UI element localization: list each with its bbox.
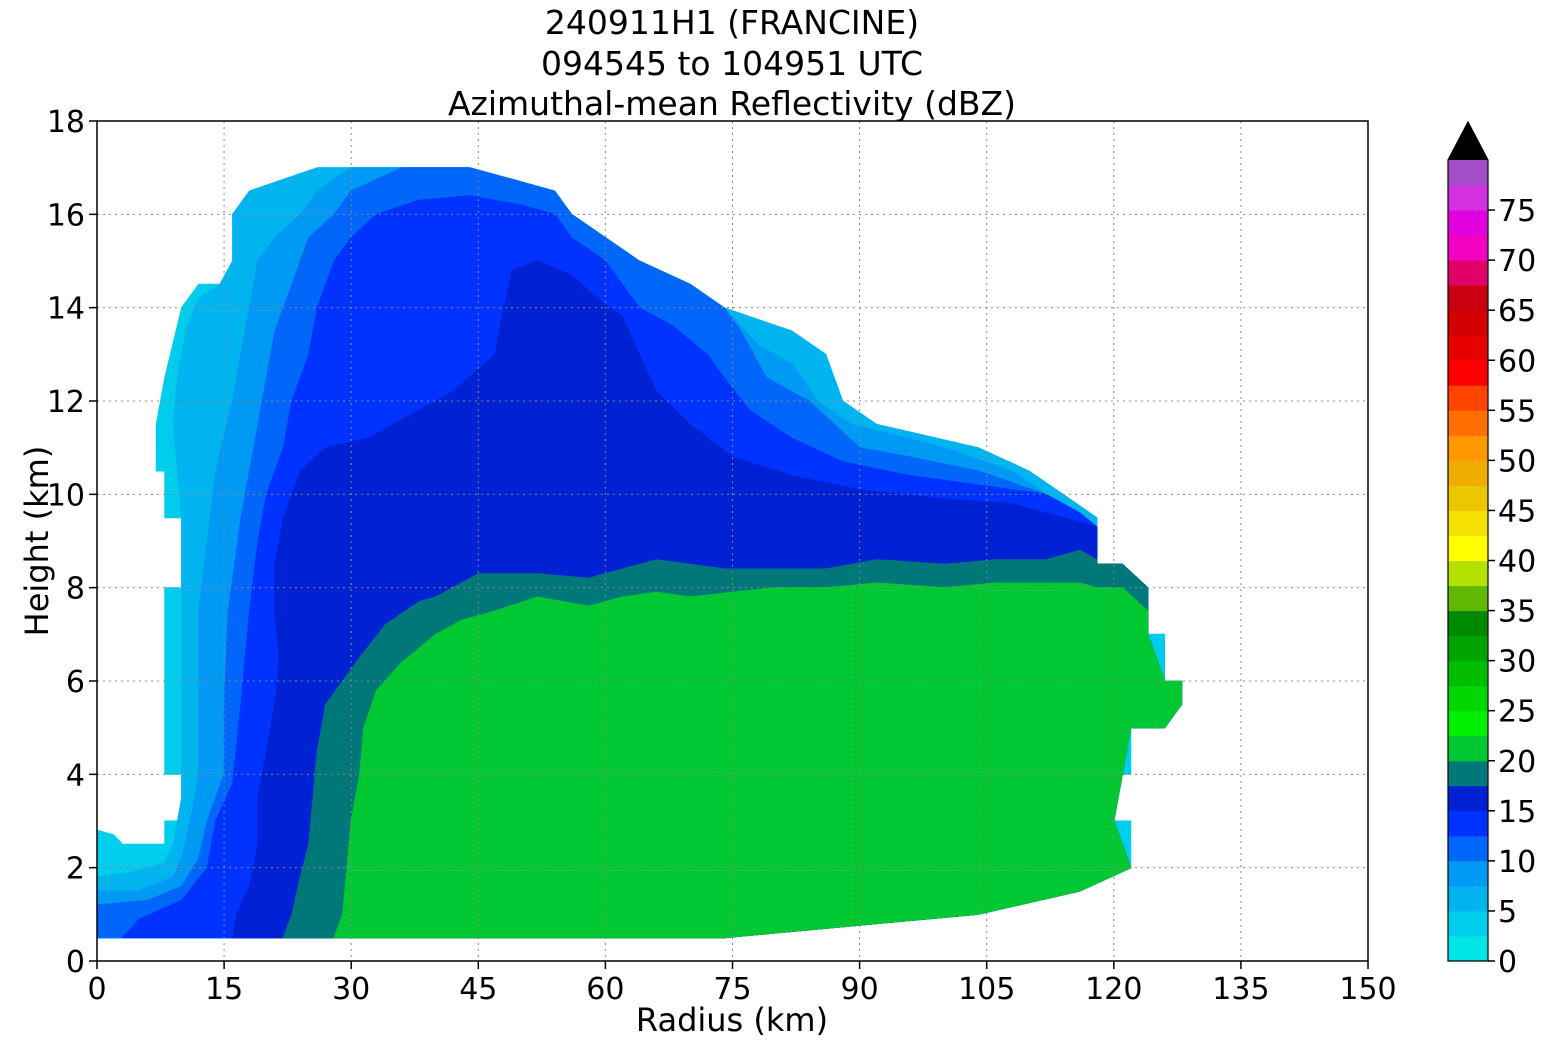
colorbar-swatch-17 (1448, 510, 1488, 536)
colorbar-swatch-20 (1448, 435, 1488, 461)
colorbar-tick-label-15: 75 (1498, 194, 1536, 229)
y-tick-label-0: 0 (66, 945, 85, 980)
title-line-3: Azimuthal-mean Reflectivity (dBZ) (448, 84, 1016, 123)
title-line-1: 240911H1 (FRANCINE) (545, 3, 919, 42)
colorbar-tick-label-1: 5 (1498, 895, 1517, 930)
x-tick-label-1: 15 (205, 972, 243, 1007)
x-tick-label-3: 45 (459, 972, 497, 1007)
colorbar-tick-label-13: 65 (1498, 294, 1536, 329)
colorbar-swatch-26 (1448, 285, 1488, 311)
x-tick-label-9: 135 (1212, 972, 1269, 1007)
plot-area (97, 121, 1368, 961)
colorbar-tick-label-0: 0 (1498, 945, 1517, 980)
y-tick-label-1: 2 (66, 852, 85, 887)
colorbar-tick-label-9: 45 (1498, 494, 1536, 529)
y-tick-label-7: 14 (47, 292, 85, 327)
colorbar-swatch-30 (1448, 185, 1488, 211)
colorbar-swatch-14 (1448, 585, 1488, 612)
colorbar-tick-label-12: 60 (1498, 344, 1536, 379)
colorbar-swatch-16 (1448, 535, 1488, 561)
colorbar-swatch-25 (1448, 310, 1488, 336)
colorbar-swatch-7 (1448, 760, 1488, 787)
colorbar-swatch-11 (1448, 660, 1488, 687)
colorbar-outline (1447, 120, 1489, 962)
y-tick-label-8: 16 (47, 198, 85, 233)
y-tick-label-9: 18 (47, 105, 85, 140)
x-tick-label-0: 0 (87, 972, 106, 1007)
y-axis: 0 2 4 6 8 10 12 14 16 18 (47, 105, 97, 980)
contour-band-7 (333, 582, 1183, 939)
colorbar-swatch-22 (1448, 385, 1488, 411)
y-axis-label: Height (km) (18, 446, 56, 637)
colorbar-swatch-31 (1448, 160, 1488, 186)
colorbar-tick-label-3: 15 (1498, 795, 1536, 830)
colorbar-swatch-29 (1448, 210, 1488, 236)
colorbar-swatch-19 (1448, 460, 1488, 486)
x-tick-label-6: 90 (841, 972, 879, 1007)
colorbar-swatch-1 (1448, 910, 1488, 937)
colorbar-tick-label-8: 40 (1498, 545, 1536, 580)
x-tick-label-4: 60 (586, 972, 624, 1007)
colorbar-ticks: 0 5 10 15 20 25 30 35 40 45 50 55 60 65 70 75 (1488, 194, 1536, 980)
colorbar-extend-arrow (1448, 122, 1488, 160)
y-tick-label-5: 10 (47, 478, 85, 513)
gridlines (97, 121, 1368, 961)
x-tick-label-8: 120 (1085, 972, 1142, 1007)
y-tick-label-2: 4 (66, 758, 85, 793)
colorbar-tick-label-7: 35 (1498, 595, 1536, 630)
colorbar-tick-label-6: 30 (1498, 645, 1536, 680)
x-tick-label-2: 30 (332, 972, 370, 1007)
x-axis: 0 15 30 45 60 75 90 105 120 135 150 (87, 961, 1397, 1007)
colorbar (1447, 120, 1489, 962)
colorbar-swatch-6 (1448, 785, 1488, 812)
colorbar-swatch-23 (1448, 360, 1488, 386)
colorbar-swatch-0 (1448, 935, 1488, 962)
y-tick-label-4: 8 (66, 572, 85, 607)
x-tick-label-5: 75 (713, 972, 751, 1007)
colorbar-swatch-13 (1448, 610, 1488, 637)
colorbar-swatch-28 (1448, 235, 1488, 261)
title-line-2: 094545 to 104951 UTC (541, 44, 923, 83)
colorbar-swatch-24 (1448, 335, 1488, 361)
colorbar-tick-label-14: 70 (1498, 244, 1536, 279)
colorbar-swatch-18 (1448, 485, 1488, 511)
x-axis-label: Radius (km) (636, 1001, 828, 1039)
colorbar-swatch-10 (1448, 685, 1488, 712)
colorbar-swatch-4 (1448, 835, 1488, 862)
colorbar-swatch-3 (1448, 860, 1488, 887)
contour-fills (97, 167, 1183, 939)
colorbar-tick-label-4: 20 (1498, 745, 1536, 780)
colorbar-tick-label-2: 10 (1498, 845, 1536, 880)
y-tick-label-6: 12 (47, 385, 85, 420)
colorbar-tick-label-5: 25 (1498, 695, 1536, 730)
colorbar-tick-label-10: 50 (1498, 444, 1536, 479)
colorbar-swatch-9 (1448, 710, 1488, 737)
x-tick-label-10: 150 (1339, 972, 1396, 1007)
y-tick-label-3: 6 (66, 665, 85, 700)
colorbar-swatch-27 (1448, 260, 1488, 286)
colorbar-swatch-21 (1448, 410, 1488, 436)
colorbar-swatch-12 (1448, 635, 1488, 662)
x-tick-label-7: 105 (958, 972, 1015, 1007)
colorbar-swatch-15 (1448, 560, 1488, 587)
colorbar-swatch-8 (1448, 735, 1488, 762)
colorbar-swatch-2 (1448, 885, 1488, 912)
colorbar-tick-label-11: 55 (1498, 394, 1536, 429)
colorbar-swatch-5 (1448, 810, 1488, 837)
